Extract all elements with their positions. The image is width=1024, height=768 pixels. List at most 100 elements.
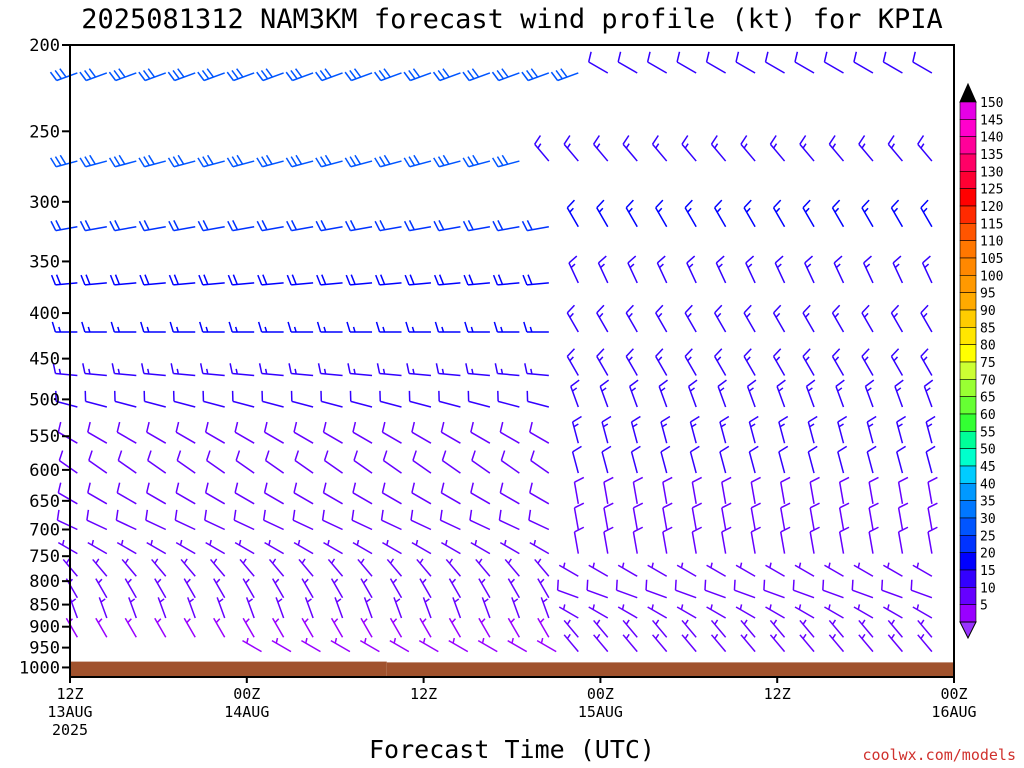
wind-barb <box>571 445 582 474</box>
wind-barb <box>419 617 432 638</box>
wind-barb <box>351 509 373 531</box>
wind-barb <box>804 255 815 284</box>
wind-barb <box>745 255 756 284</box>
colorbar-label: 70 <box>980 373 996 388</box>
wind-barb <box>828 633 845 653</box>
wind-barb <box>494 363 520 377</box>
wind-barb <box>910 579 933 599</box>
wind-barb <box>617 51 638 74</box>
wind-barb <box>651 135 668 162</box>
wind-barb <box>263 421 285 444</box>
wind-barb <box>706 562 727 577</box>
wind-barb <box>792 579 815 599</box>
wind-barb <box>433 274 461 286</box>
wind-barb <box>920 199 933 228</box>
wind-barb <box>145 421 167 444</box>
wind-barb <box>912 604 933 619</box>
wind-barb <box>588 562 609 577</box>
wind-barb <box>719 445 730 474</box>
wind-barb <box>799 135 815 162</box>
wind-barb <box>853 604 874 619</box>
wind-barb <box>807 445 818 474</box>
wind-barb <box>705 51 727 74</box>
wind-barb <box>713 304 727 333</box>
wind-barb <box>894 379 904 408</box>
wind-barb <box>464 321 490 333</box>
wind-barb <box>890 199 904 228</box>
wind-barb <box>625 348 638 376</box>
wind-barb <box>205 450 226 474</box>
x-tick-label: 12Z <box>764 685 791 703</box>
colorbar-swatch <box>959 552 977 571</box>
wind-barb <box>862 255 874 284</box>
wind-barb <box>493 321 520 333</box>
wind-barb <box>923 379 934 408</box>
wind-barb <box>630 415 641 444</box>
wind-barb <box>504 558 520 577</box>
terrain-fill <box>386 662 954 677</box>
wind-barb <box>887 633 904 653</box>
wind-barb <box>630 445 641 474</box>
wind-barb <box>157 597 167 619</box>
colorbar: 1501451401351301251201151101051009590858… <box>959 82 1003 640</box>
wind-barb <box>646 51 668 74</box>
wind-barb <box>445 558 462 577</box>
wind-barb <box>769 619 786 638</box>
wind-barb <box>209 558 226 577</box>
y-tick-label: 1000 <box>19 658 60 678</box>
wind-barb <box>151 558 167 577</box>
wind-barb <box>603 502 614 530</box>
wind-barb <box>257 321 284 333</box>
wind-barb <box>403 154 432 168</box>
wind-barb <box>256 68 284 82</box>
wind-barb <box>49 154 78 168</box>
colorbar-label: 90 <box>980 304 996 319</box>
colorbar-swatch <box>959 275 977 293</box>
wind-barb <box>740 135 756 162</box>
wind-barb <box>864 379 875 408</box>
wind-barb <box>138 154 166 168</box>
wind-barb <box>86 509 108 531</box>
wind-barb <box>239 558 255 577</box>
wind-barb <box>802 348 815 376</box>
wind-barb <box>389 637 410 653</box>
wind-barb <box>98 597 108 619</box>
wind-barb <box>315 220 343 232</box>
wind-barb <box>656 255 668 284</box>
wind-barb <box>629 379 639 408</box>
y-tick-label: 900 <box>29 618 60 638</box>
wind-barb <box>596 199 609 228</box>
wind-barb <box>615 579 638 599</box>
colorbar-swatch <box>959 119 977 137</box>
wind-barb <box>662 476 673 504</box>
wind-barb <box>596 348 609 376</box>
wind-barb <box>138 68 167 82</box>
wind-barb <box>330 617 344 638</box>
wind-barb <box>769 135 786 162</box>
wind-barb <box>534 135 550 162</box>
colorbar-swatch <box>959 188 977 207</box>
wind-barb <box>271 637 292 653</box>
wind-barb <box>655 199 668 228</box>
wind-barb <box>823 51 844 74</box>
wind-barb <box>316 274 343 286</box>
wind-barb <box>403 220 432 232</box>
wind-barb <box>809 476 820 504</box>
wind-barb <box>499 539 520 555</box>
wind-barb <box>422 597 432 619</box>
wind-barb <box>824 604 844 619</box>
wind-barb <box>897 502 909 530</box>
wind-barb <box>927 476 938 504</box>
colorbar-swatch <box>959 569 977 588</box>
wind-barb <box>404 274 432 286</box>
wind-barb <box>563 135 579 162</box>
y-tick-label: 350 <box>29 252 60 272</box>
wind-barb <box>735 51 756 74</box>
wind-barb <box>523 321 549 333</box>
wind-barb <box>229 363 255 377</box>
wind-barb <box>838 476 850 504</box>
colorbar-swatch <box>959 223 977 241</box>
wind-barb <box>321 509 343 531</box>
x-tick-label: 14AUG <box>224 703 269 721</box>
